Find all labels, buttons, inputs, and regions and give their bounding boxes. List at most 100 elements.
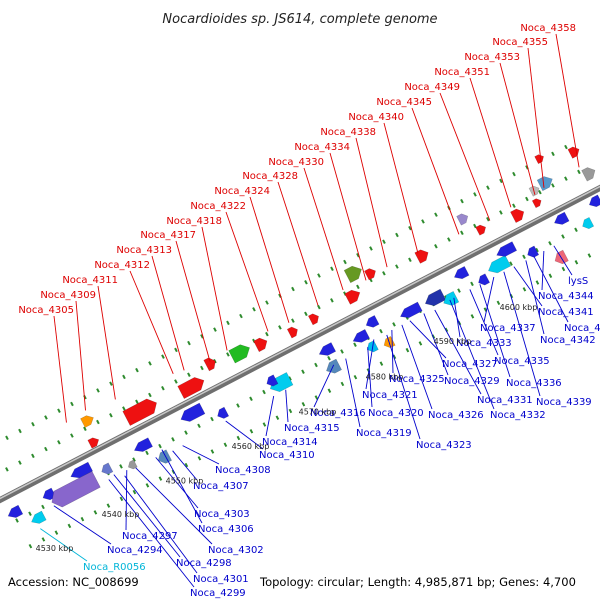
forward-gene-label: Noca_4358 <box>520 23 576 34</box>
forward-track-dot <box>18 428 22 434</box>
reverse-label-leader <box>155 457 199 509</box>
reverse-track-dot <box>535 280 540 285</box>
forward-track-dot <box>278 325 282 330</box>
reverse-track-dot <box>327 355 331 361</box>
reverse-gene-feature <box>51 470 101 508</box>
reverse-label-leader <box>423 313 449 376</box>
reverse-gene-label: Noca_4316 <box>310 408 366 419</box>
reverse-gene-label: Noca_4319 <box>356 428 412 439</box>
forward-gene-label: Noca_4353 <box>464 52 520 63</box>
forward-track-dot <box>5 467 9 472</box>
kbp-tick-label: 4580 kbp <box>366 373 404 382</box>
forward-track-dot <box>57 440 61 445</box>
forward-track-dot <box>135 367 139 373</box>
reverse-label-leader <box>391 330 394 374</box>
genome-backbone <box>0 184 600 504</box>
reverse-track-dot <box>28 511 32 516</box>
reverse-track-dot <box>379 361 384 366</box>
reverse-track-dot <box>509 261 513 266</box>
reverse-gene-feature <box>269 372 294 393</box>
reverse-track-dot <box>28 543 33 549</box>
reverse-gene-label: Noca_4315 <box>284 423 340 434</box>
reverse-track-dot <box>457 288 461 293</box>
forward-gene-feature <box>531 198 542 209</box>
reverse-track-dot <box>314 362 318 368</box>
reverse-track-dot <box>288 408 293 414</box>
forward-track-dot <box>226 320 230 326</box>
forward-track-dot <box>317 273 321 278</box>
reverse-track-dot <box>587 253 592 258</box>
reverse-track-dot <box>249 429 254 434</box>
forward-gene-label: Noca_4311 <box>62 275 118 286</box>
reverse-label-leader <box>161 449 203 524</box>
reverse-gene-feature <box>588 194 600 208</box>
forward-track-dot <box>551 151 555 157</box>
forward-track-dot <box>460 198 464 204</box>
reverse-label-leader <box>513 266 543 307</box>
reverse-label-leader <box>553 245 573 276</box>
reverse-gene-feature <box>527 245 540 258</box>
forward-track-dot <box>499 178 503 184</box>
forward-track-dot <box>213 327 217 332</box>
forward-label-leader <box>469 77 512 208</box>
reverse-gene-feature <box>128 459 138 470</box>
reverse-gene-label: Noca_4332 <box>490 410 546 421</box>
reverse-gene-feature <box>582 216 595 230</box>
forward-track-dot <box>473 192 477 197</box>
reverse-gene-label: Noca_4294 <box>107 545 163 556</box>
forward-gene-label: Noca_4312 <box>94 260 150 271</box>
forward-gene-label: Noca_4322 <box>190 201 246 212</box>
forward-gene-label: Noca_4355 <box>492 37 548 48</box>
reverse-label-leader <box>541 250 545 291</box>
reverse-gene-label: Noca_4341 <box>538 307 594 318</box>
reverse-gene-label: Noca_4327 <box>442 359 498 370</box>
reverse-label-leader <box>40 528 88 562</box>
forward-track-dot <box>148 361 152 366</box>
forward-label-leader <box>249 196 290 323</box>
forward-track-dot <box>187 372 191 377</box>
forward-gene-label: Noca_4349 <box>404 82 460 93</box>
reverse-track-dot <box>301 369 305 374</box>
forward-track-dot <box>5 435 9 440</box>
reverse-track-dot <box>236 403 240 408</box>
reverse-gene-label: Noca_4298 <box>176 558 232 569</box>
reverse-track-dot <box>353 374 358 380</box>
reverse-track-dot <box>327 388 332 393</box>
reverse-track-dot <box>262 389 266 395</box>
reverse-label-leader <box>225 420 264 450</box>
reverse-label-leader <box>409 320 447 359</box>
reverse-gene-label: Noca_4302 <box>208 545 264 556</box>
forward-track-dot <box>317 304 321 310</box>
forward-label-leader <box>383 122 419 254</box>
forward-gene-label: Noca_4309 <box>40 290 96 301</box>
reverse-label-leader <box>453 297 461 338</box>
forward-track-dot <box>57 408 61 413</box>
reverse-track-dot <box>314 395 319 400</box>
forward-gene-feature <box>203 357 216 372</box>
reverse-gene-feature <box>266 374 279 387</box>
reverse-label-leader <box>386 334 421 440</box>
forward-track-dot <box>239 313 243 319</box>
forward-track-dot <box>265 300 269 305</box>
forward-label-leader <box>499 62 536 195</box>
kbp-tick-label: 4570 kbp <box>299 407 337 416</box>
reverse-track-dot <box>379 328 383 334</box>
reverse-track-dot <box>184 462 189 468</box>
reverse-label-leader <box>525 260 545 335</box>
reverse-track-dot <box>535 247 539 253</box>
forward-gene-label: Noca_4317 <box>140 230 196 241</box>
reverse-track-dot <box>119 464 123 469</box>
forward-track-dot <box>382 239 386 244</box>
reverse-gene-label: Noca_4336 <box>506 378 562 389</box>
forward-track-dot <box>174 347 178 353</box>
reverse-gene-label: Noca_4344 <box>538 291 594 302</box>
forward-gene-feature <box>475 224 486 236</box>
reverse-label-leader <box>53 505 112 545</box>
forward-track-dot <box>304 311 308 317</box>
forward-track-dot <box>382 271 386 276</box>
reverse-label-leader <box>182 445 220 465</box>
reverse-track-dot <box>561 234 565 239</box>
reverse-label-leader <box>124 475 198 574</box>
reverse-gene-feature <box>180 402 206 422</box>
reverse-track-dot <box>340 381 345 387</box>
